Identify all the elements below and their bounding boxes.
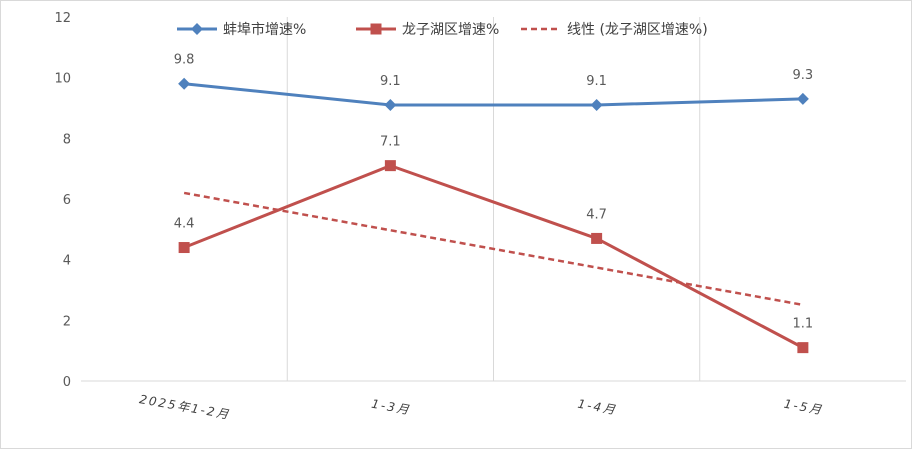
diamond-marker	[178, 77, 191, 90]
y-tick-label: 6	[63, 193, 71, 208]
square-marker	[797, 342, 809, 354]
data-label: 9.1	[380, 74, 401, 89]
y-tick-label: 8	[63, 132, 71, 147]
data-label-layer: 9.8 9.1 9.1 9.3 4.4 7.1 4.7 1.1	[174, 53, 813, 332]
diamond-marker	[384, 98, 397, 111]
y-tick-label: 2	[63, 314, 71, 329]
legend-diamond-marker	[191, 23, 203, 35]
square-marker	[384, 160, 396, 172]
legend-item: 线性 (龙子湖区增速%)	[521, 22, 708, 38]
series-line	[183, 82, 803, 107]
data-label: 1.1	[793, 317, 814, 332]
grid-layer	[286, 17, 701, 381]
data-label: 9.3	[793, 68, 814, 83]
data-label: 4.7	[586, 207, 607, 222]
diamond-marker	[796, 92, 809, 105]
legend-square-marker	[370, 23, 382, 35]
data-label: 9.1	[586, 74, 607, 89]
legend-label: 线性 (龙子湖区增速%)	[567, 22, 708, 38]
x-tick-label: 1-3月	[370, 397, 411, 418]
series-layer	[178, 77, 809, 354]
legend-label: 蚌埠市增速%	[223, 21, 306, 38]
trendline	[183, 191, 804, 307]
square-marker	[178, 242, 190, 254]
y-tick-label: 12	[54, 11, 71, 26]
diamond-marker	[590, 98, 603, 111]
x-tick-label: 2025年1-2月	[138, 392, 231, 422]
legend-label: 龙子湖区增速%	[402, 22, 499, 38]
data-label: 9.8	[174, 53, 195, 68]
y-tick-label: 0	[63, 375, 71, 390]
series-line	[183, 164, 804, 349]
data-label: 7.1	[380, 135, 401, 150]
x-tick-label: 1-4月	[577, 397, 618, 418]
legend-item: 蚌埠市增速%	[177, 21, 306, 38]
y-tick-label: 4	[63, 254, 71, 269]
square-marker	[591, 232, 603, 244]
y-tick-label: 10	[54, 72, 71, 87]
legend-item: 龙子湖区增速%	[356, 22, 499, 38]
x-tick-label: 1-5月	[783, 397, 824, 418]
data-label: 4.4	[174, 217, 195, 232]
trendline-layer	[183, 191, 804, 307]
legend: 蚌埠市增速% 龙子湖区增速% 线性 (龙子湖区增速%)	[177, 21, 708, 38]
